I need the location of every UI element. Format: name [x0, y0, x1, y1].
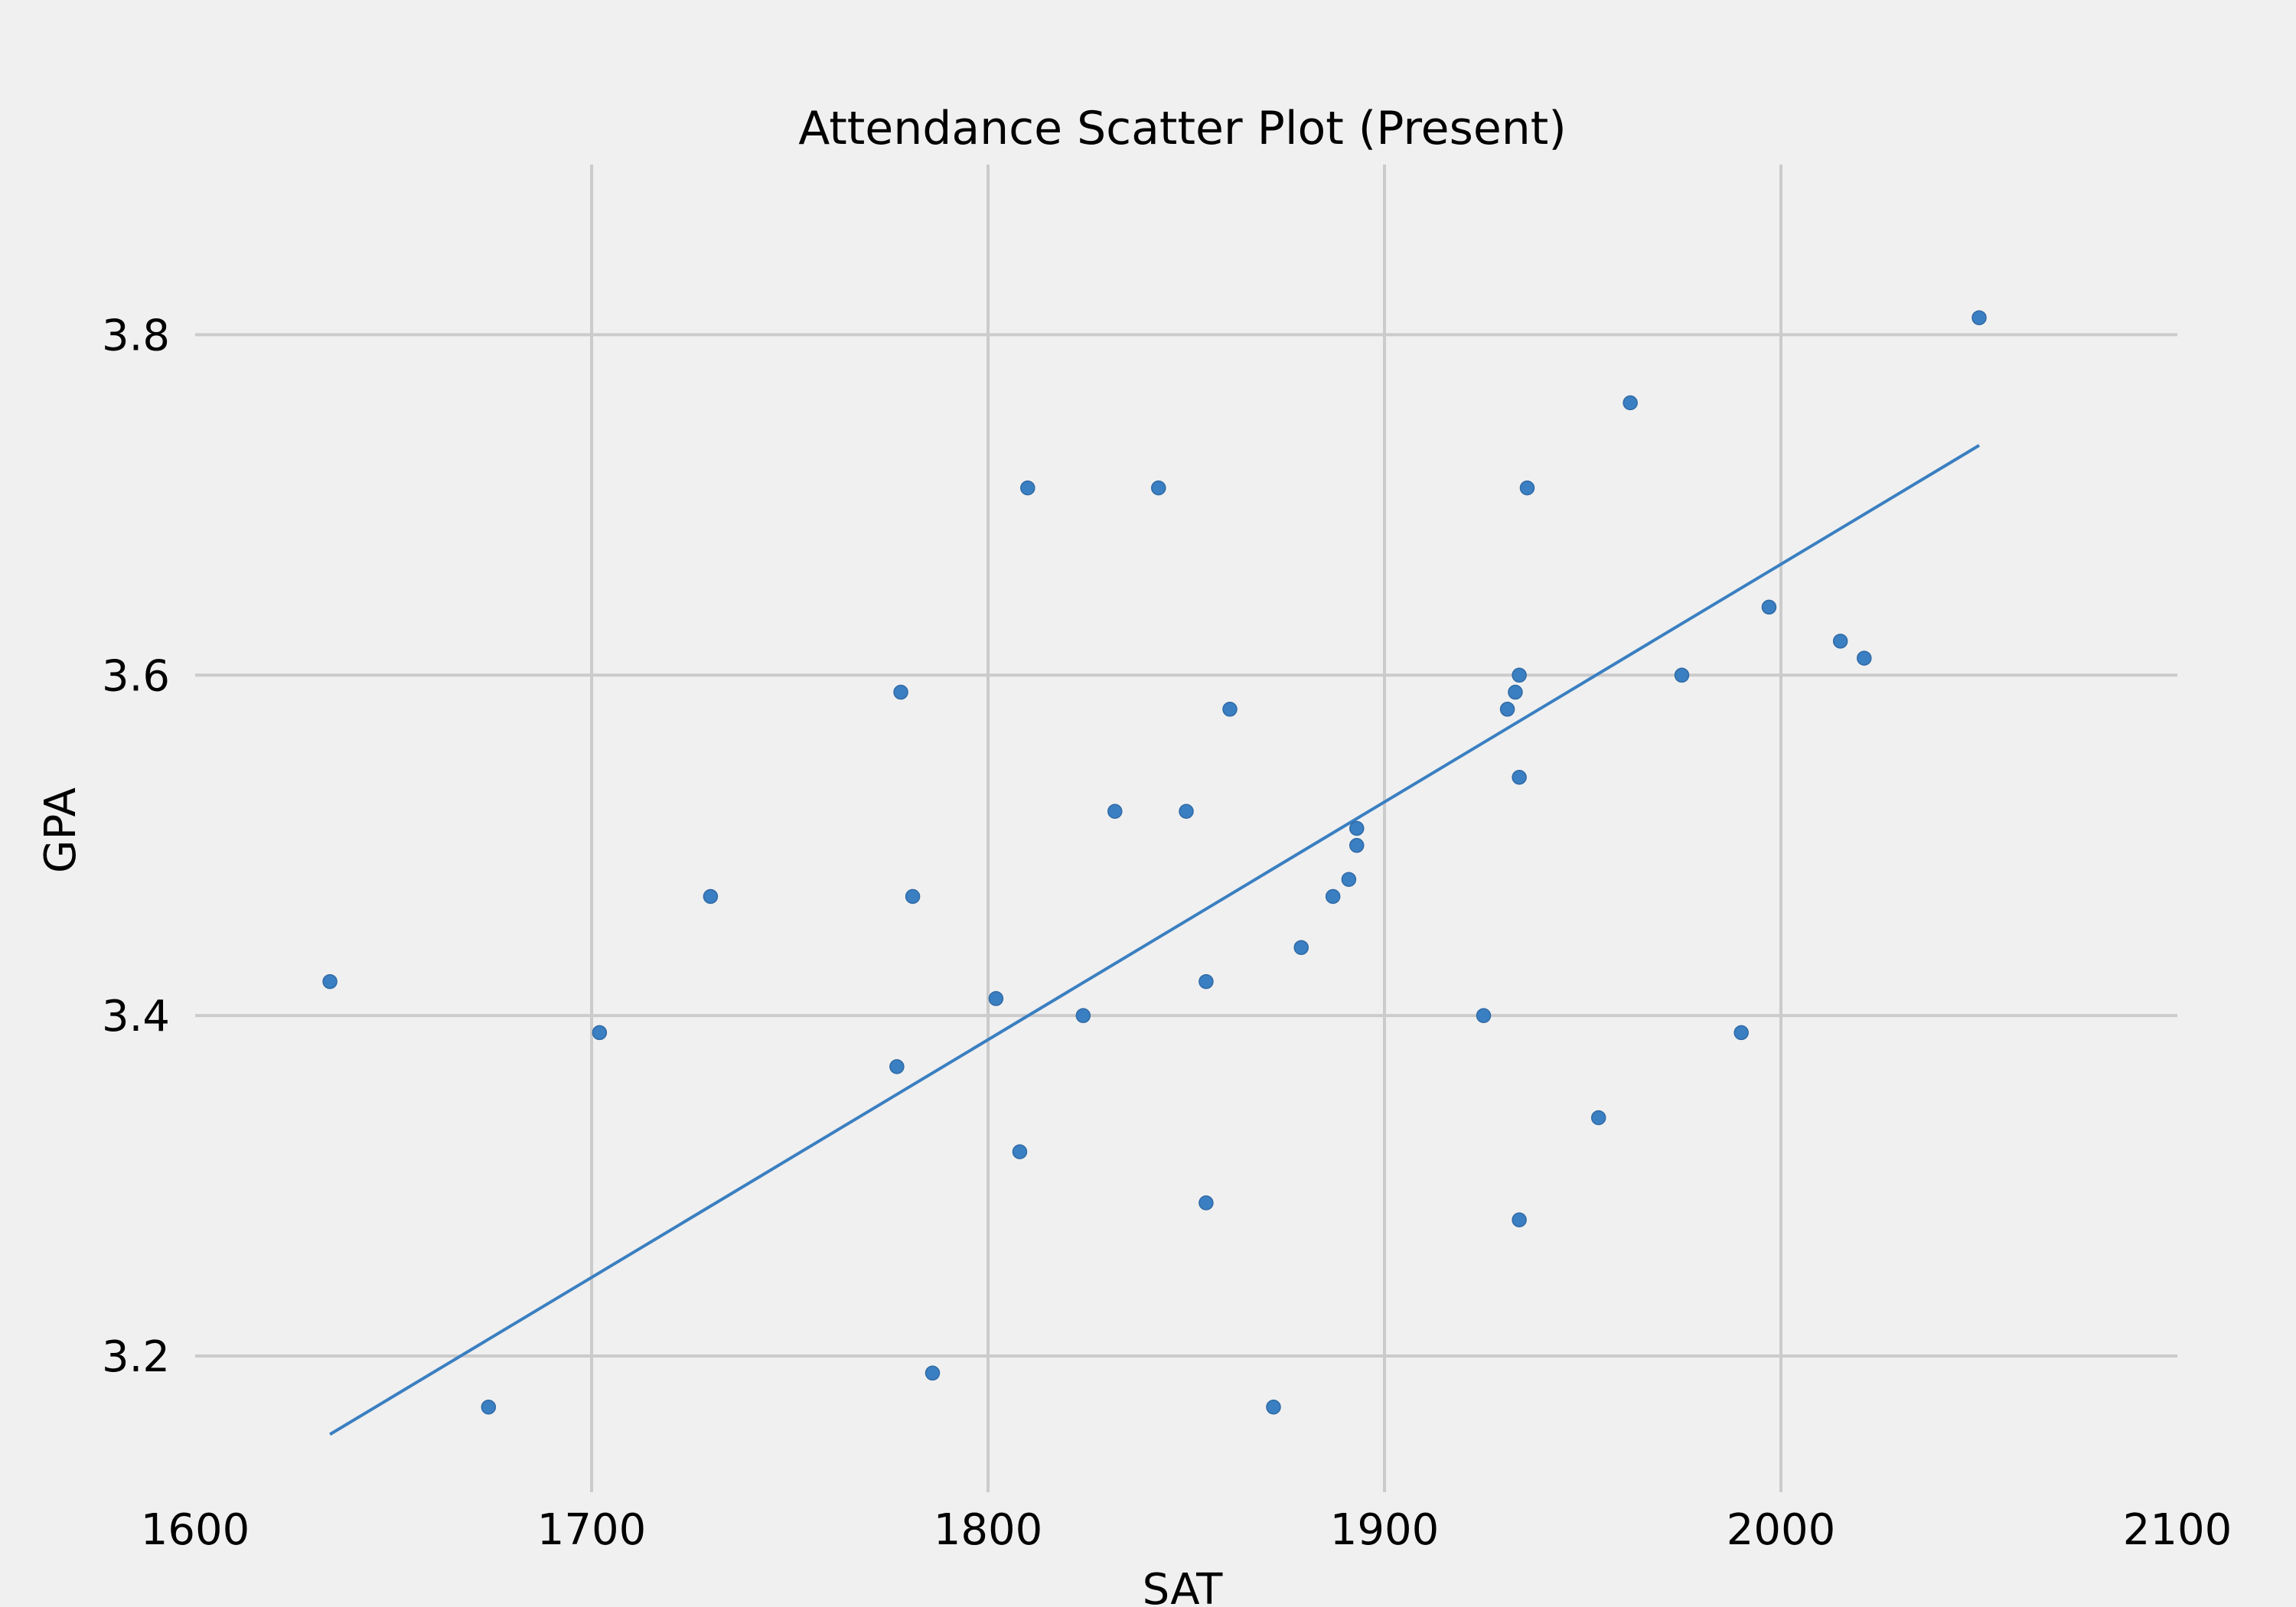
scatter-point [1199, 973, 1214, 989]
scatter-point [1293, 940, 1309, 955]
scatter-point [1857, 650, 1872, 666]
scatter-point [1266, 1400, 1281, 1415]
y-tick-labels: 3.2 3.4 3.6 3.8 [102, 311, 170, 1382]
scatter-point [481, 1400, 497, 1415]
scatter-point [1341, 872, 1357, 887]
scatter-point [1107, 804, 1123, 820]
scatter-point [1476, 1008, 1492, 1023]
scatter-point [1150, 480, 1166, 496]
scatter-point [592, 1025, 608, 1041]
scatter-point [1971, 310, 1987, 325]
scatter-point [1512, 770, 1527, 785]
scatter-point [1832, 634, 1848, 649]
x-tick-label: 1800 [934, 1505, 1043, 1555]
scatter-point [1508, 684, 1523, 700]
x-tick-labels: 1600 1700 1800 1900 2000 2100 [141, 1505, 2232, 1555]
scatter-point [1733, 1025, 1749, 1041]
y-axis-label: GPA [36, 787, 86, 873]
y-tick-label: 3.4 [102, 992, 170, 1041]
scatter-point [925, 1365, 941, 1381]
scatter-point [1222, 702, 1238, 717]
scatter-point [905, 888, 921, 905]
scatter-point [1761, 599, 1777, 615]
x-axis-label: SAT [1143, 1565, 1224, 1607]
scatter-point [1012, 1144, 1028, 1159]
x-tick-label: 2000 [1727, 1505, 1836, 1555]
scatter-point [988, 991, 1004, 1006]
chart-title: Attendance Scatter Plot (Present) [798, 102, 1566, 155]
scatter-point [1325, 888, 1341, 905]
scatter-point [1075, 1008, 1091, 1023]
y-tick-label: 3.8 [102, 311, 170, 360]
scatter-point [1674, 667, 1690, 683]
scatter-point [1349, 837, 1365, 853]
x-tick-label: 1600 [141, 1505, 250, 1555]
scatter-point [1349, 820, 1365, 836]
scatter-point [1179, 804, 1194, 820]
points-layer [322, 310, 1987, 1415]
scatter-point [1519, 480, 1535, 496]
scatter-point [889, 1059, 905, 1074]
scatter-point [703, 888, 719, 905]
scatter-point [1499, 702, 1515, 717]
scatter-point [1623, 395, 1638, 411]
x-tick-label: 1900 [1330, 1505, 1440, 1555]
scatter-point [1199, 1195, 1214, 1211]
scatter-point [322, 973, 338, 989]
scatter-point [1512, 1212, 1527, 1227]
x-tick-label: 2100 [2123, 1505, 2232, 1555]
y-tick-label: 3.6 [102, 651, 170, 701]
grid-layer [195, 165, 2177, 1492]
scatter-point [1590, 1110, 1606, 1126]
trend-layer [329, 444, 1981, 1436]
scatter-point [893, 684, 908, 700]
scatter-point [1512, 667, 1527, 683]
scatter-point [1020, 480, 1035, 496]
x-tick-label: 1700 [537, 1505, 647, 1555]
y-tick-label: 3.2 [102, 1332, 170, 1382]
trend-line [329, 444, 1981, 1436]
